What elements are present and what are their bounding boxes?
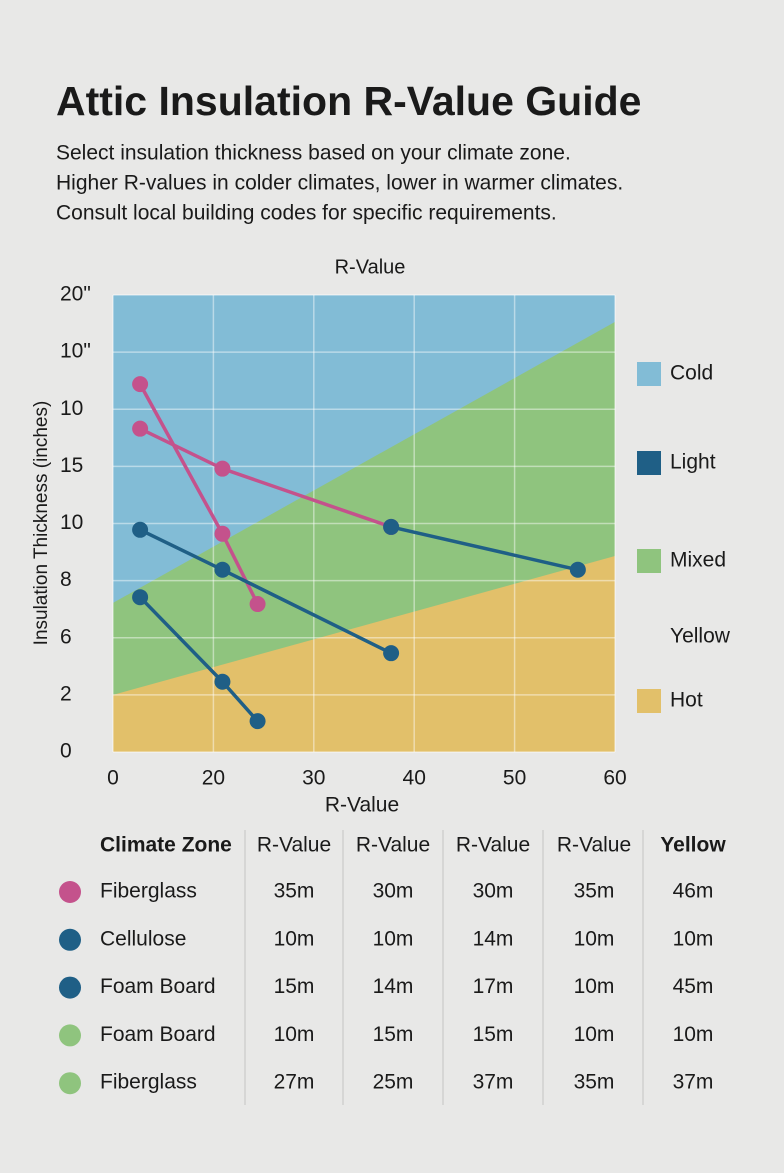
x-axis-label: R-Value [325,794,399,817]
y-tick-label: 8 [60,568,72,591]
x-tick-label: 60 [603,767,626,790]
series-line [390,525,579,572]
series-point [132,376,149,393]
legend-label: Yellow [670,625,731,648]
table-cell: 37m [473,1071,514,1094]
x-tick-label: 50 [503,767,526,790]
row-dot [59,1024,81,1047]
table-cell: 35m [574,880,615,903]
table-cell: 35m [574,1071,615,1094]
legend-label: Mixed [670,549,726,572]
x-tick-label: 0 [107,767,119,790]
table-cell: 30m [473,880,514,903]
table-cell: 15m [473,1023,514,1046]
table-header: R-Value [557,834,631,857]
x-tick-label: 40 [403,767,426,790]
legend-swatch [637,549,661,573]
series-point [214,673,231,690]
series-point [383,645,400,662]
subtitle-line: Consult local building codes for specifi… [56,202,557,225]
series-point [214,460,231,477]
table-cell: 10m [574,1023,615,1046]
y-tick-label: 15 [60,454,83,477]
table-cell: 14m [473,927,514,950]
table-cell: 45m [673,975,714,998]
y-tick-label: 6 [60,625,72,648]
series-point [214,525,231,542]
zone-band [113,556,615,752]
legend-label: Cold [670,362,713,385]
table-header: R-Value [356,834,430,857]
table-cell: 17m [473,975,514,998]
chart-title: Attic Insulation R-Value Guide [56,78,641,124]
y-tick-label: 2 [60,682,72,705]
row-name: Foam Board [100,975,216,998]
x-tick-label: 30 [302,767,325,790]
series-point [249,713,266,730]
y-tick-label: 10" [60,340,91,363]
table-cell: 10m [673,927,714,950]
table-cell: 10m [274,927,315,950]
row-dot [59,976,81,999]
y-tick-label: 0 [60,740,72,763]
table-cell: 10m [274,1023,315,1046]
table-cell: 46m [673,880,714,903]
table-cell: 30m [373,880,414,903]
series-point [214,561,231,578]
series-point [249,596,266,613]
row-name: Fiberglass [100,1071,197,1094]
table-cell: 14m [373,975,414,998]
table-cell: 15m [373,1023,414,1046]
row-name: Cellulose [100,927,186,950]
y-tick-label: 10 [60,397,83,420]
table-header: Yellow [660,834,726,857]
table-cell: 10m [373,927,414,950]
legend-swatch [637,689,661,713]
y-tick-label: 20" [60,283,91,306]
table-header: Climate Zone [100,834,232,857]
series-point [132,521,149,538]
legend-label: Hot [670,689,703,712]
table-cell: 37m [673,1071,714,1094]
table-cell: 27m [274,1071,315,1094]
series-point [132,589,149,606]
table-header: R-Value [456,834,530,857]
table-cell: 10m [673,1023,714,1046]
series-point [383,518,400,535]
subtitle-line: Select insulation thickness based on you… [56,142,571,165]
top-label: R-Value [335,256,406,278]
table-cell: 10m [574,927,615,950]
legend-swatch [637,451,661,475]
row-dot [59,1072,81,1095]
legend-swatch [637,362,661,386]
row-name: Fiberglass [100,880,197,903]
y-axis-label: Insulation Thickness (inches) [31,401,52,646]
table-cell: 10m [574,975,615,998]
y-tick-label: 10 [60,511,83,534]
table-cell: 15m [274,975,315,998]
row-dot [59,928,81,951]
table-cell: 35m [274,880,315,903]
x-tick-label: 20 [202,767,225,790]
legend-label: Light [670,451,716,474]
series-point [132,420,149,437]
row-name: Foam Board [100,1023,216,1046]
table-cell: 25m [373,1071,414,1094]
table-header: R-Value [257,834,331,857]
series-point [569,561,586,578]
subtitle-line: Higher R-values in colder climates, lowe… [56,172,623,195]
row-dot [59,881,81,903]
